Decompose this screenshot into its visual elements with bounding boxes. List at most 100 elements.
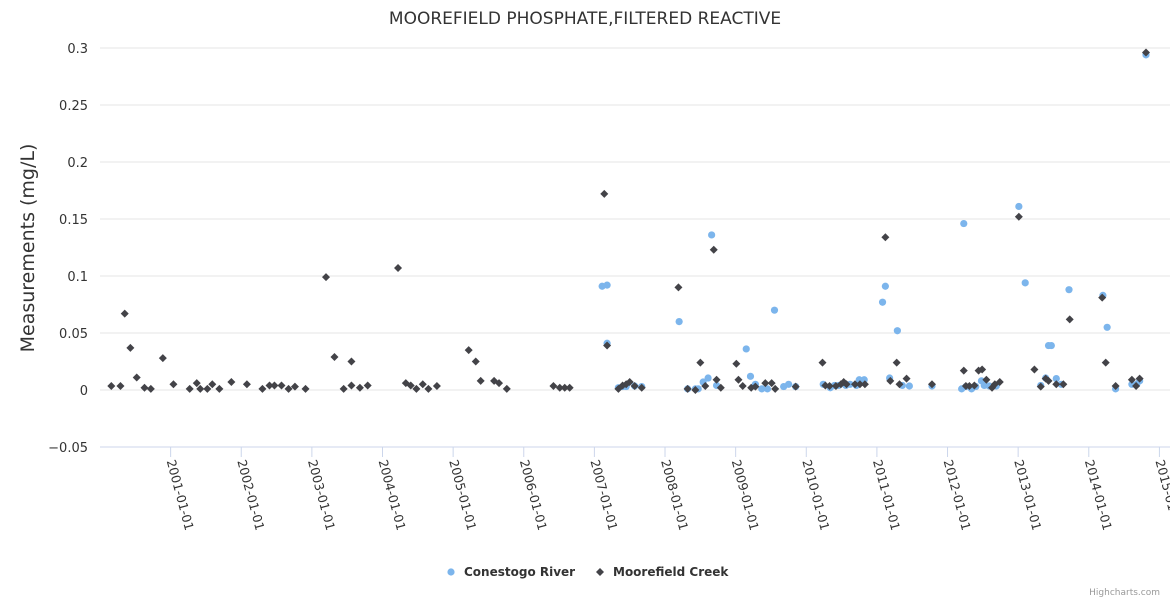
- point-moorefield-creek[interactable]: [1014, 212, 1023, 221]
- point-moorefield-creek[interactable]: [120, 309, 129, 318]
- point-moorefield-creek[interactable]: [265, 381, 274, 390]
- point-conestogo-river[interactable]: [905, 382, 913, 390]
- point-moorefield-creek[interactable]: [560, 383, 569, 392]
- point-moorefield-creek[interactable]: [1030, 365, 1039, 374]
- point-moorefield-creek[interactable]: [146, 384, 155, 393]
- point-moorefield-creek[interactable]: [412, 384, 421, 393]
- point-moorefield-creek[interactable]: [215, 384, 224, 393]
- point-moorefield-creek[interactable]: [982, 375, 991, 384]
- point-moorefield-creek[interactable]: [895, 380, 904, 389]
- point-moorefield-creek[interactable]: [140, 383, 149, 392]
- point-conestogo-river[interactable]: [708, 231, 716, 239]
- point-moorefield-creek[interactable]: [242, 380, 251, 389]
- point-moorefield-creek[interactable]: [716, 383, 725, 392]
- point-moorefield-creek[interactable]: [471, 357, 480, 366]
- point-moorefield-creek[interactable]: [1098, 293, 1107, 302]
- point-moorefield-creek[interactable]: [709, 245, 718, 254]
- point-moorefield-creek[interactable]: [322, 273, 331, 282]
- point-moorefield-creek[interactable]: [886, 376, 895, 385]
- legend-item-moorefield-creek[interactable]: Moorefield Creek: [596, 565, 729, 579]
- point-moorefield-creek[interactable]: [432, 382, 441, 391]
- point-moorefield-creek[interactable]: [418, 380, 427, 389]
- point-conestogo-river[interactable]: [758, 385, 766, 393]
- point-moorefield-creek[interactable]: [959, 366, 968, 375]
- point-moorefield-creek[interactable]: [683, 384, 692, 393]
- point-moorefield-creek[interactable]: [1111, 382, 1120, 391]
- point-moorefield-creek[interactable]: [347, 381, 356, 390]
- point-conestogo-river[interactable]: [881, 282, 889, 290]
- point-conestogo-river[interactable]: [1103, 323, 1111, 331]
- point-conestogo-river[interactable]: [1015, 202, 1023, 211]
- point-conestogo-river[interactable]: [785, 380, 793, 388]
- point-moorefield-creek[interactable]: [158, 354, 167, 363]
- point-moorefield-creek[interactable]: [751, 382, 760, 391]
- point-moorefield-creek[interactable]: [549, 382, 558, 391]
- point-conestogo-river[interactable]: [770, 306, 779, 314]
- point-moorefield-creek[interactable]: [107, 382, 116, 391]
- credits-link[interactable]: Highcharts.com: [1089, 588, 1160, 598]
- point-moorefield-creek[interactable]: [258, 384, 267, 393]
- point-moorefield-creek[interactable]: [406, 381, 415, 390]
- point-moorefield-creek[interactable]: [842, 380, 851, 389]
- point-moorefield-creek[interactable]: [691, 386, 700, 394]
- point-moorefield-creek[interactable]: [1036, 382, 1045, 391]
- point-moorefield-creek[interactable]: [1059, 380, 1068, 389]
- point-moorefield-creek[interactable]: [767, 379, 776, 388]
- point-moorefield-creek[interactable]: [1141, 48, 1150, 57]
- point-moorefield-creek[interactable]: [881, 233, 890, 242]
- point-moorefield-creek[interactable]: [1127, 375, 1136, 384]
- point-moorefield-creek[interactable]: [169, 380, 178, 389]
- point-moorefield-creek[interactable]: [637, 383, 646, 392]
- point-moorefield-creek[interactable]: [555, 383, 564, 392]
- point-moorefield-creek[interactable]: [394, 264, 403, 273]
- point-conestogo-river[interactable]: [1047, 341, 1055, 350]
- point-moorefield-creek[interactable]: [185, 384, 194, 393]
- point-moorefield-creek[interactable]: [1132, 382, 1141, 391]
- point-conestogo-river[interactable]: [763, 385, 772, 393]
- point-moorefield-creek[interactable]: [495, 379, 504, 388]
- point-moorefield-creek[interactable]: [476, 376, 485, 385]
- point-moorefield-creek[interactable]: [330, 352, 339, 361]
- point-moorefield-creek[interactable]: [965, 382, 974, 391]
- point-moorefield-creek[interactable]: [902, 374, 911, 383]
- point-moorefield-creek[interactable]: [825, 382, 834, 391]
- point-moorefield-creek[interactable]: [855, 380, 864, 389]
- point-conestogo-river[interactable]: [960, 219, 968, 228]
- point-moorefield-creek[interactable]: [203, 384, 212, 393]
- point-moorefield-creek[interactable]: [339, 384, 348, 393]
- point-moorefield-creek[interactable]: [600, 189, 609, 198]
- point-conestogo-river[interactable]: [603, 281, 611, 289]
- point-moorefield-creek[interactable]: [290, 382, 299, 391]
- point-conestogo-river[interactable]: [1021, 279, 1029, 287]
- point-conestogo-river[interactable]: [704, 374, 712, 382]
- point-conestogo-river[interactable]: [675, 318, 683, 326]
- point-conestogo-river[interactable]: [1052, 375, 1060, 383]
- point-moorefield-creek[interactable]: [1101, 358, 1110, 367]
- point-moorefield-creek[interactable]: [208, 380, 217, 389]
- legend-item-conestogo-river[interactable]: Conestogo River: [447, 565, 575, 579]
- point-moorefield-creek[interactable]: [630, 382, 639, 391]
- point-moorefield-creek[interactable]: [424, 384, 433, 393]
- point-moorefield-creek[interactable]: [502, 384, 511, 393]
- point-moorefield-creek[interactable]: [1052, 380, 1061, 389]
- point-moorefield-creek[interactable]: [126, 343, 135, 352]
- point-moorefield-creek[interactable]: [701, 382, 710, 391]
- point-moorefield-creek[interactable]: [192, 379, 201, 388]
- point-moorefield-creek[interactable]: [277, 381, 286, 390]
- point-moorefield-creek[interactable]: [363, 381, 372, 390]
- point-moorefield-creek[interactable]: [625, 378, 634, 387]
- point-moorefield-creek[interactable]: [674, 283, 683, 292]
- point-moorefield-creek[interactable]: [132, 373, 141, 382]
- point-moorefield-creek[interactable]: [970, 381, 979, 390]
- point-moorefield-creek[interactable]: [927, 380, 936, 389]
- point-moorefield-creek[interactable]: [196, 384, 205, 393]
- point-moorefield-creek[interactable]: [712, 375, 721, 384]
- point-conestogo-river[interactable]: [878, 298, 887, 306]
- point-moorefield-creek[interactable]: [603, 341, 612, 350]
- point-conestogo-river[interactable]: [893, 327, 901, 335]
- point-moorefield-creek[interactable]: [270, 381, 279, 390]
- point-moorefield-creek[interactable]: [565, 383, 574, 392]
- point-conestogo-river[interactable]: [742, 345, 750, 353]
- point-moorefield-creek[interactable]: [892, 358, 901, 367]
- point-moorefield-creek[interactable]: [771, 384, 780, 393]
